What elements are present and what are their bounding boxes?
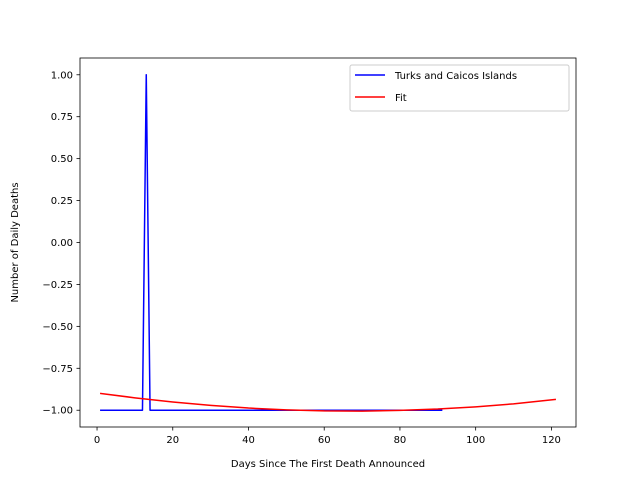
y-tick-label: −0.25 — [42, 280, 73, 291]
x-axis-ticks: 0 20 40 60 80 100 120 — [94, 427, 561, 446]
legend: Turks and Caicos Islands Fit — [349, 64, 570, 112]
y-axis-ticks: −1.00 −0.75 −0.50 −0.25 0.00 0.25 0.50 0.75 1.00 — [42, 70, 80, 417]
x-tick-label: 0 — [94, 435, 100, 446]
x-tick-label: 20 — [166, 435, 179, 446]
x-tick-label: 40 — [242, 435, 255, 446]
y-tick-label: 1.00 — [51, 70, 73, 81]
x-tick-label: 100 — [466, 435, 485, 446]
y-tick-label: 0.25 — [51, 196, 73, 207]
series-line-turks-and-caicos-islands — [100, 74, 443, 411]
x-tick-label: 80 — [394, 435, 407, 446]
legend-label-turks-and-caicos: Turks and Caicos Islands — [394, 71, 517, 82]
y-tick-label: 0.50 — [51, 154, 73, 165]
y-tick-label: 0.75 — [51, 112, 73, 123]
x-axis-label: Days Since The First Death Announced — [231, 459, 425, 470]
x-tick-label: 120 — [542, 435, 561, 446]
y-tick-label: −1.00 — [42, 406, 73, 417]
y-tick-label: −0.50 — [42, 322, 73, 333]
x-tick-label: 60 — [318, 435, 331, 446]
y-axis-label: Number of Daily Deaths — [10, 182, 21, 302]
legend-label-fit: Fit — [395, 93, 407, 104]
y-tick-label: 0.00 — [51, 238, 73, 249]
y-tick-label: −0.75 — [42, 364, 73, 375]
plot-lines — [99, 74, 557, 412]
series-line-fit — [99, 392, 557, 412]
legend-box — [349, 64, 570, 112]
